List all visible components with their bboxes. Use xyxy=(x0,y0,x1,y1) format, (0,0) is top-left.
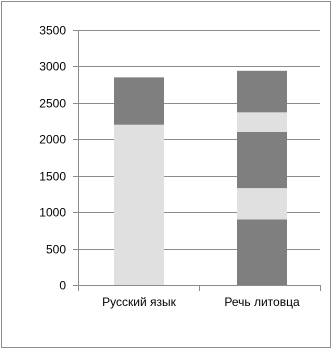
bars-layer xyxy=(114,70,287,285)
y-tick-label: 2000 xyxy=(39,133,66,147)
y-tick-label: 0 xyxy=(59,279,66,293)
x-category-label: Речь литовца xyxy=(224,295,300,309)
axis-layer xyxy=(73,30,321,291)
bar-segment-2-1 xyxy=(237,219,287,285)
y-tick-label: 1500 xyxy=(39,170,66,184)
bar-segment-2-5 xyxy=(237,70,287,113)
x-category-label: Русский язык xyxy=(102,295,176,309)
bar-segment-2-4 xyxy=(237,112,287,132)
y-tick-label: 1000 xyxy=(39,206,66,220)
bar-segment-2-2 xyxy=(237,188,287,220)
y-tick-label: 3500 xyxy=(39,24,66,38)
y-tick-label: 500 xyxy=(46,243,66,257)
y-tick-label: 3000 xyxy=(39,60,66,74)
bar-segment-2-3 xyxy=(237,132,287,189)
y-tick-label: 2500 xyxy=(39,97,66,111)
bar-segment-1-2 xyxy=(114,77,164,125)
bar-segment-1-1 xyxy=(114,124,164,285)
label-layer: 0 500 1000 1500 2000 2500 3000 3500 Русский язык… xyxy=(39,24,300,310)
